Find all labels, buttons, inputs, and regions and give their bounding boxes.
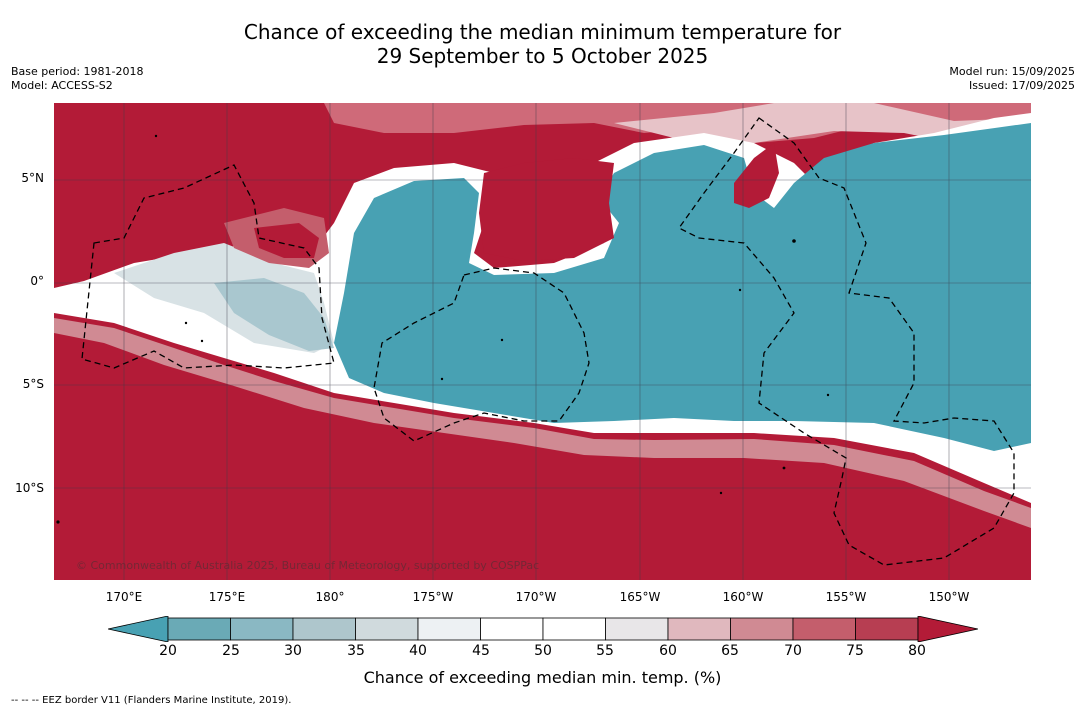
title-line-1: Chance of exceeding the median minimum t… [243,20,842,44]
colorbar-segment [480,617,544,641]
lon-label-165w: 165°W [619,590,661,604]
colorbar-arrow-low [107,615,169,643]
colorbar-tick-70: 70 [784,643,802,659]
colorbar-tick-55: 55 [596,643,614,659]
colorbar-tick-30: 30 [284,643,302,659]
island-8 [826,393,830,397]
lon-label-175e: 175°E [208,590,246,604]
colorbar-segment [730,617,794,641]
colorbar-tick-45: 45 [472,643,490,659]
lon-label-175w: 175°W [412,590,454,604]
meta-right: Model run: 15/09/2025 Issued: 17/09/2025 [949,65,1075,93]
island-11 [56,520,60,524]
warm-patch-dateline-core [254,223,319,258]
colorbar-tick-25: 25 [222,643,240,659]
map-svg [54,103,1031,580]
colorbar-segment [855,617,919,641]
lat-label-5s: 5°S [22,377,44,391]
islands [56,134,830,524]
island-3 [792,239,796,243]
meta-left: Base period: 1981-2018 Model: ACCESS-S2 [11,65,143,93]
warm-intrusion-centre [479,158,614,261]
colorbar-tick-40: 40 [409,643,427,659]
title-line-2: 29 September to 5 October 2025 [376,44,709,68]
colorbar-tick-35: 35 [347,643,365,659]
colorbar-segment [355,617,419,641]
island-4 [738,288,742,292]
map-panel [54,103,1031,580]
eez-footnote: -- -- -- EEZ border V11 (Flanders Marine… [11,695,292,706]
chart-title: Chance of exceeding the median minimum t… [0,20,1085,68]
island-10 [154,134,158,138]
colorbar-segment [230,617,294,641]
colorbar-arrow-high [917,615,979,643]
lon-label-155w: 155°W [825,590,867,604]
base-period: Base period: 1981-2018 [11,65,144,78]
lat-label-10s: 10°S [15,481,44,495]
cool-anomaly [334,123,1031,451]
eez-phoenix [373,267,590,442]
island-9 [719,491,723,495]
colorbar-tick-60: 60 [659,643,677,659]
copyright-notice: © Commonwealth of Australia 2025, Bureau… [76,559,540,572]
colorbar-segment [167,617,231,641]
colorbar [107,615,979,643]
island-1 [184,321,188,325]
colorbar-segment [605,617,669,641]
model-run: Model run: 15/09/2025 [949,65,1075,78]
colorbar-segment [542,617,606,641]
warm-intrusion-east [734,143,779,208]
colorbar-label: Chance of exceeding median min. temp. (%… [363,668,722,687]
colorbar-segment [792,617,856,641]
lon-label-170w: 170°W [515,590,557,604]
pale-region-west-2 [214,278,334,351]
colorbar-tick-75: 75 [846,643,864,659]
eez-kiribati-west [81,164,335,369]
colorbar-tick-20: 20 [159,643,177,659]
colorbar-svg [107,615,979,643]
lat-label-5n: 5°N [21,171,44,185]
lon-label-150w: 150°W [928,590,970,604]
colorbar-segment [292,617,356,641]
island-7 [782,466,786,470]
graticule [54,103,1031,580]
colorbar-tick-50: 50 [534,643,552,659]
model-name: Model: ACCESS-S2 [11,79,113,92]
eez-line-islands [678,117,1015,566]
lat-label-0: 0° [30,274,44,288]
island-2 [200,339,204,343]
colorbar-tick-65: 65 [721,643,739,659]
issued-date: Issued: 17/09/2025 [968,79,1075,92]
eez-borders [81,117,1015,566]
lon-label-160w: 160°W [722,590,764,604]
island-5 [500,338,504,342]
lon-label-180: 180° [315,590,345,604]
colorbar-segment [417,617,481,641]
colorbar-tick-80: 80 [908,643,926,659]
lon-label-170e: 170°E [105,590,143,604]
colorbar-segment [667,617,731,641]
island-6 [440,377,444,381]
north-light-band [614,103,1031,143]
